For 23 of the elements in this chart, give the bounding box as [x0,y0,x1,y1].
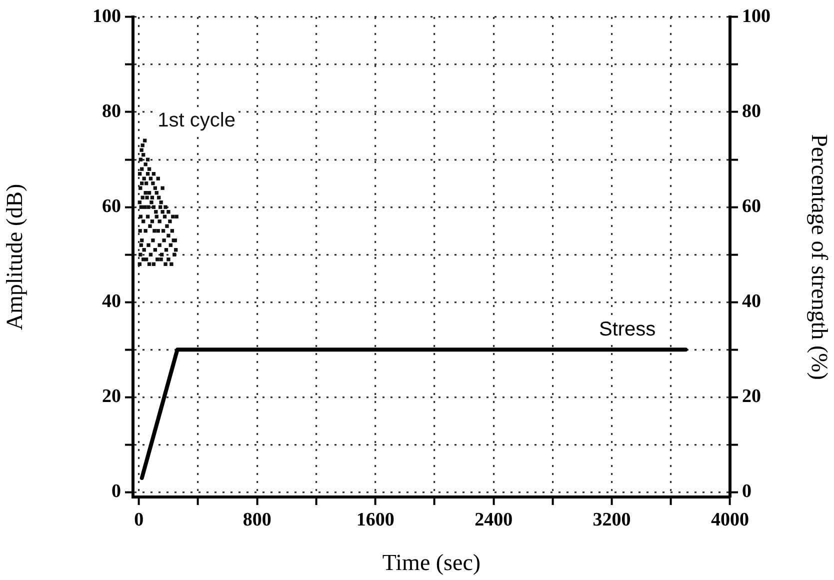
x-tick-label: 3200 [592,509,631,530]
y2-tick-label: 100 [742,6,770,27]
x-tick-label: 800 [242,509,272,530]
y2-tick-label: 40 [742,291,761,312]
x-tick-label: 1600 [356,509,394,530]
y2-axis-title: Percentage of strength (%) [807,134,832,380]
x-tick-label: 2400 [474,509,513,530]
y-tick-label: 20 [102,386,121,408]
y2-tick-label: 80 [742,100,761,122]
y-tick-label: 0 [112,481,121,502]
y-tick-label: 60 [102,196,121,218]
y2-tick-label: 0 [742,481,752,502]
x-tick-label: 4000 [711,509,749,530]
series-label: Stress [598,318,656,341]
y-tick-label: 100 [92,6,121,27]
y2-tick-label: 60 [742,196,761,218]
x-tick-label: 0 [134,509,144,530]
y-axis-title: Amplitude (dB) [2,184,27,330]
series-label: 1st cycle [158,110,236,132]
x-axis-title: Time (sec) [382,550,481,576]
y-tick-label: 40 [102,291,121,312]
y-tick-label: 80 [102,100,121,122]
y2-tick-label: 20 [742,386,761,408]
